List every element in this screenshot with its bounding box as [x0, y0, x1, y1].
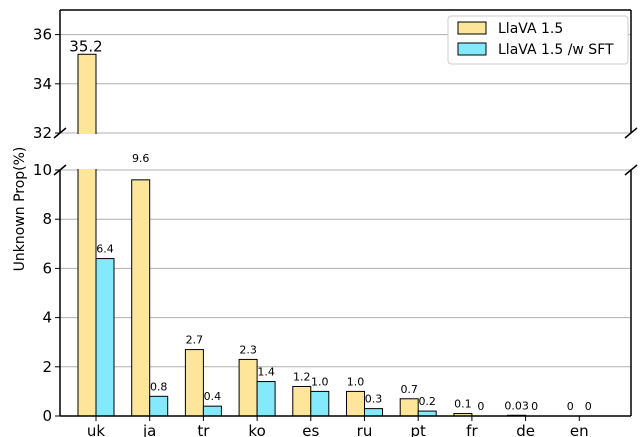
llava-sft-bar-ja: [149, 395, 169, 417]
data-label-llava-ko: 2.3: [239, 343, 257, 356]
x-tick-label-de: de: [516, 422, 535, 437]
upper-y-tick-label: 34: [33, 75, 52, 93]
data-label-llava-sft-de: 0: [531, 400, 538, 413]
llava-sft-bar-ko: [256, 381, 276, 417]
lower-y-tick-label: 10: [33, 161, 52, 179]
x-tick-label-es: es: [302, 422, 319, 437]
data-label-llava-sft-ko: 1.4: [257, 366, 275, 379]
data-label-llava-fr: 0.1: [454, 398, 472, 411]
llava-bar-ko: [238, 358, 258, 417]
upper-y-tick-label: 36: [33, 26, 52, 44]
data-label-llava-de: 0.03: [504, 399, 529, 412]
llava-bar-tr: [184, 349, 204, 417]
llava-bar-upper-uk: [77, 53, 97, 140]
lower-y-tick-label: 0: [42, 407, 52, 425]
llava-sft-bar-es: [310, 390, 330, 417]
legend-box: [447, 15, 629, 65]
data-label-llava-sft-en: 0: [585, 400, 592, 413]
llava-bar-ru: [346, 390, 365, 417]
data-label-llava-sft-pt: 0.2: [418, 395, 436, 408]
data-label-llava-es: 1.2: [293, 370, 311, 383]
x-tick-label-ru: ru: [357, 422, 373, 437]
llava-bar-pt: [399, 398, 419, 417]
llava-sft-bar-uk: [95, 258, 115, 417]
axis-break-gap: [54, 134, 637, 169]
data-label-llava-pt: 0.7: [400, 383, 418, 396]
llava-bar-uk: [77, 161, 97, 417]
x-tick-label-pt: pt: [410, 422, 426, 437]
data-label-llava-sft-tr: 0.4: [204, 390, 222, 403]
data-label-llava-sft-es: 1.0: [311, 375, 329, 388]
legend-label-1: LlaVA 1.5 /w SFT: [498, 42, 614, 58]
upper-y-tick-label: 32: [33, 124, 52, 142]
x-tick-label-ja: ja: [142, 422, 156, 437]
data-label-llava-ja: 9.6: [132, 152, 150, 165]
data-label-llava-sft-uk: 6.4: [96, 243, 114, 256]
data-label-llava-sft-ru: 0.3: [365, 393, 383, 406]
data-labels: 35.29.62.72.31.2 1.00.70.1 0.03 06.40.80.41…: [69, 37, 592, 413]
legend-label-0: LlaVA 1.5: [498, 21, 563, 37]
legend-swatch-1: [457, 42, 487, 56]
lower-y-tick-label: 8: [42, 210, 52, 228]
data-label-llava-sft-ja: 0.8: [150, 380, 168, 393]
x-tick-label-ko: ko: [248, 422, 265, 437]
bars: [77, 53, 527, 417]
legend: LlaVA 1.5 LlaVA 1.5 /w SFT: [447, 15, 629, 65]
data-label-llava-ru: 1.0: [347, 375, 365, 388]
x-tick-label-fr: fr: [466, 422, 478, 437]
data-label-llava-uk: 35.2: [69, 37, 102, 55]
break-mark-upper-1: [624, 127, 638, 139]
llava-bar-ja: [131, 179, 151, 417]
data-label-llava-en: 0: [567, 400, 574, 413]
x-tick-label-tr: tr: [197, 422, 210, 437]
y-axis-title: Unknown Prop(%): [12, 147, 28, 272]
data-label-llava-tr: 2.7: [186, 334, 204, 347]
plot-frames: [53, 9, 638, 417]
llava-sft-bar-tr: [202, 405, 222, 417]
break-mark-lower-1: [624, 164, 638, 176]
axis-ticks: 32 34 36 0 2 4 6 8 10 uk ja tr ko es ru pt fr de en: [33, 26, 589, 437]
llava-sft-bar-ru: [364, 408, 383, 417]
lower-y-tick-label: 4: [42, 309, 52, 327]
lower-y-tick-label: 2: [42, 358, 52, 376]
legend-swatch-0: [457, 21, 487, 35]
x-tick-label-uk: uk: [87, 422, 106, 437]
lower-y-tick-label: 6: [42, 259, 52, 277]
data-label-llava-sft-fr: 0: [477, 400, 484, 413]
llava-bar-es: [292, 385, 312, 417]
x-tick-label-en: en: [570, 422, 589, 437]
